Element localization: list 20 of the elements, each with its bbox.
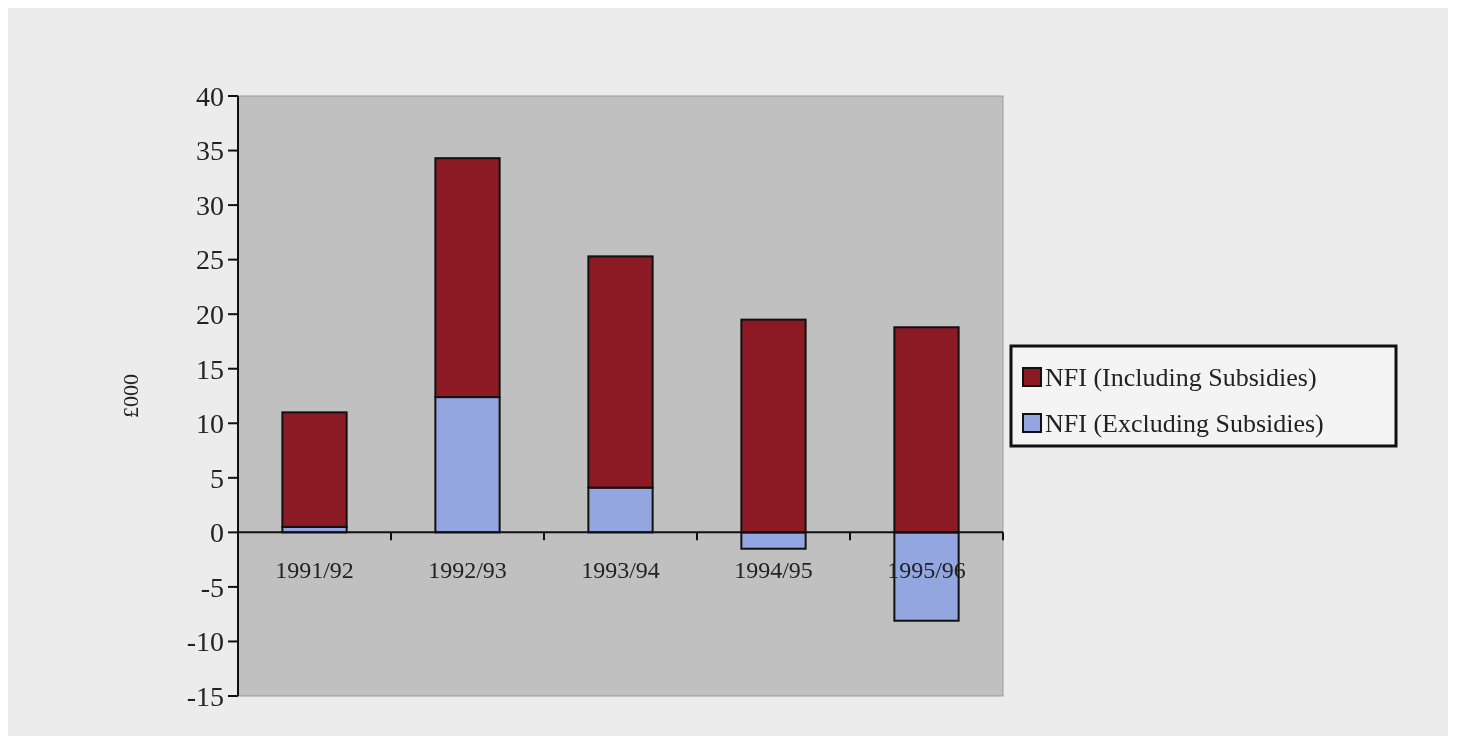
- y-tick-label: 0: [210, 517, 224, 549]
- y-tick-label: 35: [196, 135, 224, 167]
- y-tick-label: -10: [186, 626, 224, 658]
- bar: [281, 411, 348, 528]
- y-tick-label: 20: [196, 298, 224, 330]
- y-tick-label: -5: [200, 571, 224, 603]
- y-tick-label: 5: [210, 462, 224, 494]
- y-axis-title: £000: [118, 374, 143, 418]
- x-tick-label: 1993/94: [581, 557, 660, 584]
- legend-label: NFI (Including Subsidies): [1045, 363, 1317, 393]
- y-tick-label: 15: [196, 353, 224, 385]
- y-tick-label: 25: [196, 244, 224, 276]
- y-tick-label: 40: [196, 80, 224, 112]
- y-tick-label: 30: [196, 189, 224, 221]
- y-tick-label: 10: [196, 408, 224, 440]
- legend-label: NFI (Excluding Subsidies): [1045, 409, 1324, 439]
- y-tick-label: -15: [186, 680, 224, 712]
- x-tick-label: 1991/92: [275, 557, 354, 584]
- x-tick-label: 1994/95: [734, 557, 813, 584]
- x-tick-label: 1992/93: [428, 557, 507, 584]
